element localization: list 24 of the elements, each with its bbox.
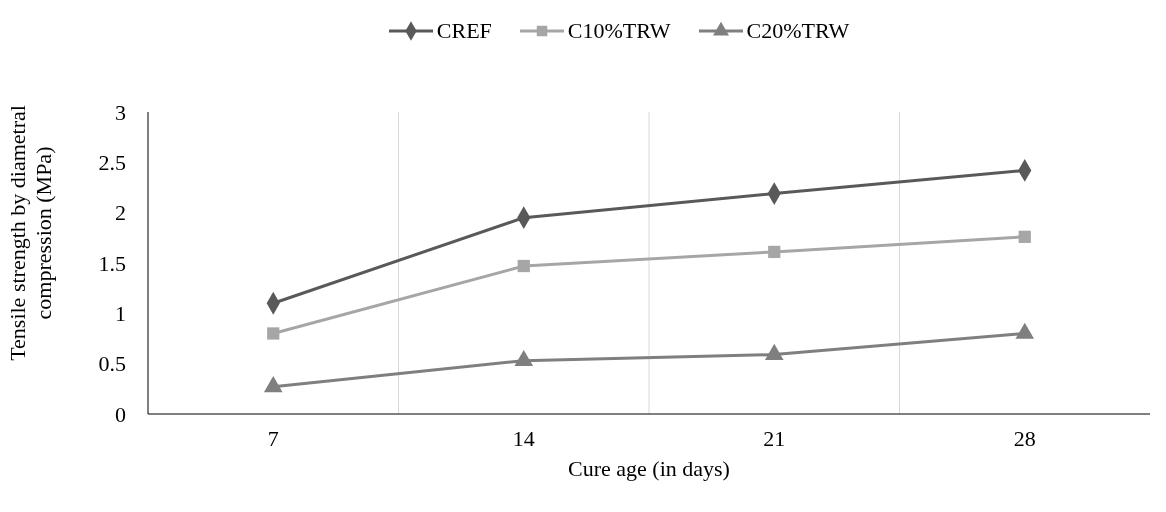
y-tick-label: 0.5 — [98, 351, 126, 377]
y-tick-label: 0 — [115, 401, 126, 427]
point — [764, 343, 784, 360]
x-axis-title: Cure age (in days) — [568, 456, 730, 481]
x-tick-label: 21 — [763, 425, 786, 451]
point — [263, 376, 283, 393]
y-tick-label: 2 — [115, 200, 126, 226]
point — [514, 349, 534, 367]
x-tick-label: 14 — [512, 425, 535, 451]
legend-label: C20%TRW — [746, 18, 850, 44]
point — [1015, 322, 1035, 339]
legend-label: C10%TRW — [567, 18, 671, 44]
y-tick-label: 3 — [115, 99, 126, 125]
y-tick-label: 1 — [115, 301, 126, 327]
x-tick-label: 7 — [267, 425, 279, 451]
point — [267, 327, 280, 340]
x-tick-label: 28 — [1013, 425, 1036, 451]
point — [768, 245, 781, 259]
y-tick-label: 1.5 — [98, 250, 126, 276]
y-tick-label: 2.5 — [98, 150, 126, 176]
legend-label: CREF — [436, 18, 492, 44]
y-axis-title: Tensile strength by diametral compression (MPa) — [5, 105, 56, 361]
point — [517, 259, 530, 273]
point — [1018, 230, 1031, 243]
